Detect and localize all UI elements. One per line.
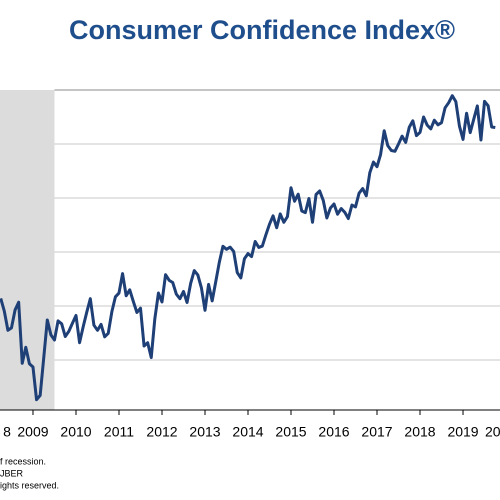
series-line bbox=[0, 94, 496, 402]
x-tick-label: 2012 bbox=[146, 424, 177, 440]
x-tick-label: 2019 bbox=[447, 424, 478, 440]
x-tick-label: 20 bbox=[485, 424, 500, 440]
recession-shade bbox=[0, 90, 55, 410]
x-tick-label: 2010 bbox=[60, 424, 91, 440]
x-tick-label: 2014 bbox=[232, 424, 263, 440]
x-tick-label: 2017 bbox=[361, 424, 392, 440]
x-tick-label: 8 bbox=[3, 424, 11, 440]
x-tick-label: 2015 bbox=[275, 424, 306, 440]
footnote: ights reserved. bbox=[0, 480, 59, 490]
chart-title: Consumer Confidence Index® bbox=[69, 15, 455, 45]
x-tick-label: 2018 bbox=[404, 424, 435, 440]
footnote: JBER bbox=[0, 468, 24, 478]
x-tick-label: 2009 bbox=[17, 424, 48, 440]
footnote: f recession. bbox=[0, 456, 46, 466]
x-tick-label: 2013 bbox=[189, 424, 220, 440]
x-tick-label: 2016 bbox=[318, 424, 349, 440]
x-tick-label: 2011 bbox=[104, 424, 134, 440]
